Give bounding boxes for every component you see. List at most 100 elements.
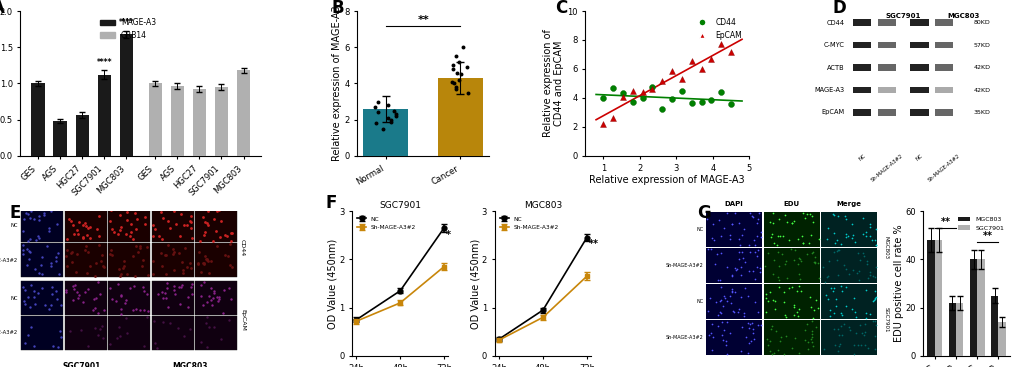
Point (145, 271, 161, 277)
Point (790, 283, 806, 289)
Point (854, 232, 870, 237)
Point (30, 233, 46, 239)
Point (92, 213, 108, 219)
Point (776, 258, 793, 264)
Point (758, 342, 774, 348)
Point (66, 231, 83, 237)
Bar (852, 87, 870, 93)
Point (674, 76, 690, 82)
Point (87, 273, 103, 279)
Text: MGC803: MGC803 (947, 13, 979, 19)
Point (159, 280, 175, 286)
Point (763, 352, 780, 357)
Point (784, 221, 800, 226)
Bar (705, 284, 761, 319)
Point (211, 297, 227, 302)
Point (14, 229, 31, 235)
Point (708, 251, 725, 257)
Text: NC: NC (857, 153, 866, 162)
Point (139, 315, 155, 320)
Point (867, 241, 883, 247)
Point (104, 252, 120, 258)
Point (735, 313, 751, 319)
Point (794, 211, 810, 217)
Text: *: * (446, 230, 450, 240)
Point (836, 321, 852, 327)
Point (731, 220, 747, 226)
Point (723, 286, 740, 292)
Point (761, 338, 777, 344)
Point (865, 295, 881, 301)
Point (727, 289, 743, 295)
Point (709, 277, 726, 283)
Point (387, 113, 404, 119)
Point (135, 257, 151, 263)
Text: SGC7901: SGC7901 (62, 362, 101, 367)
Point (783, 219, 799, 225)
Y-axis label: Relative expression of MAGE-A3: Relative expression of MAGE-A3 (331, 6, 341, 161)
Point (388, 111, 405, 117)
Point (856, 330, 872, 335)
Bar (876, 87, 895, 93)
Point (721, 236, 738, 242)
Point (19, 294, 36, 299)
Point (58, 264, 74, 269)
Point (772, 251, 789, 257)
Text: **: ** (588, 239, 598, 249)
Bar (21, 281, 63, 315)
Point (175, 222, 192, 228)
Point (201, 293, 217, 299)
Point (794, 240, 810, 246)
Point (732, 242, 748, 248)
Text: 80KD: 80KD (973, 20, 989, 25)
Text: Sh-MAGE-A3#2: Sh-MAGE-A3#2 (869, 153, 903, 183)
Point (768, 233, 785, 239)
Point (157, 291, 173, 297)
Point (734, 255, 750, 261)
Point (769, 250, 786, 255)
Point (88, 295, 104, 301)
Bar (64, 208, 107, 243)
Point (136, 343, 152, 349)
Point (215, 310, 231, 316)
Point (367, 104, 383, 110)
Point (832, 310, 848, 316)
Point (741, 249, 757, 255)
Point (129, 250, 146, 255)
Point (450, 59, 467, 65)
Point (722, 221, 739, 227)
Point (447, 84, 464, 90)
Point (806, 259, 822, 265)
Point (820, 258, 837, 264)
Point (157, 252, 173, 258)
Bar (976, 259, 983, 356)
Point (717, 342, 734, 348)
Point (153, 236, 169, 242)
Point (77, 220, 94, 226)
Point (826, 342, 843, 348)
Point (770, 233, 787, 239)
Bar (969, 259, 976, 356)
Point (786, 313, 802, 319)
Point (153, 209, 169, 215)
Text: EpCAM: EpCAM (821, 109, 844, 116)
Title: MGC803: MGC803 (524, 201, 561, 210)
Point (222, 230, 238, 236)
Point (111, 273, 127, 279)
Point (644, 87, 660, 92)
Point (857, 310, 873, 316)
Point (113, 225, 129, 230)
Point (20, 248, 37, 254)
Point (43, 261, 59, 266)
Point (772, 334, 789, 340)
Point (136, 288, 152, 294)
Point (634, 89, 650, 95)
Point (731, 256, 747, 262)
Point (823, 211, 840, 217)
Point (64, 297, 81, 303)
Point (43, 263, 59, 269)
Point (784, 345, 800, 351)
Point (855, 332, 871, 338)
Point (78, 232, 95, 238)
Point (139, 244, 155, 250)
